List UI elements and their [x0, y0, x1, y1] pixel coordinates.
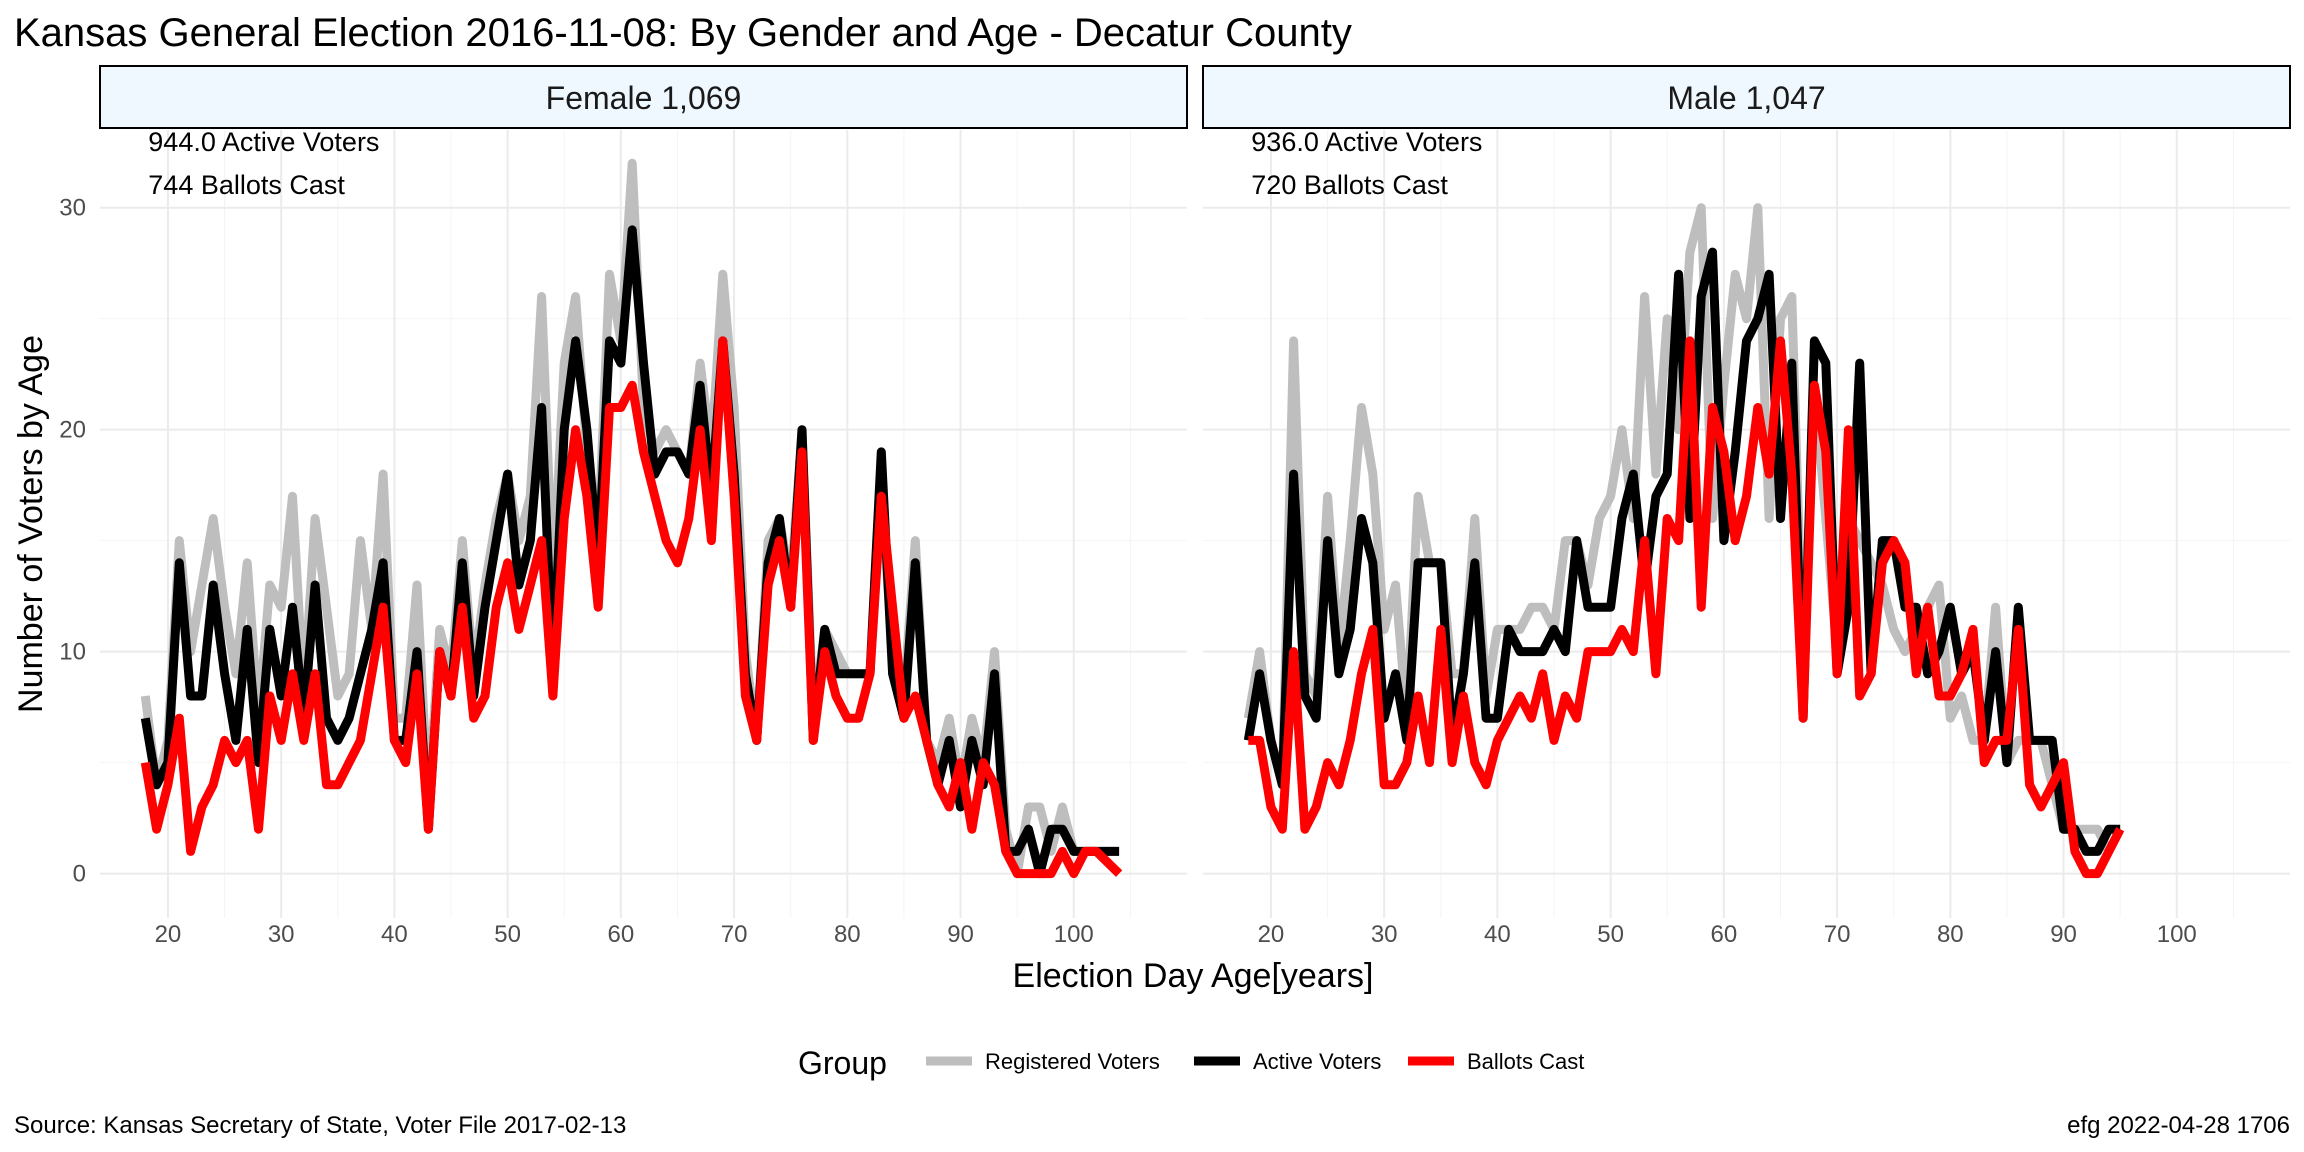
- legend: Group Registered Voters Active Voters Ball…: [798, 1045, 1584, 1081]
- series-line-ballots-cast: [140, 336, 1123, 879]
- series-line-ballots-cast: [1248, 336, 2125, 879]
- x-tick-label: 90: [2050, 921, 2077, 948]
- legend-label: Registered Voters: [985, 1049, 1160, 1074]
- y-axis-title: Number of Voters by Age: [12, 335, 50, 713]
- panels: Female 1,069 20 30 40 50 60 70 80 90 100 0 10 20 30 94…: [59, 65, 2291, 948]
- x-tick-label: 30: [1371, 921, 1398, 948]
- chart-title: Kansas General Election 2016-11-08: By G…: [14, 11, 1352, 55]
- facet-strip: [1202, 65, 2291, 129]
- panel-annotation: 944.0 Active Voters: [148, 127, 379, 157]
- facet-strip-label: Male 1,047: [1667, 80, 1825, 116]
- timestamp-caption: efg 2022-04-28 1706: [2067, 1112, 2290, 1139]
- panel-annotation: 720 Ballots Cast: [1251, 170, 1448, 200]
- panel-1: Female 1,069 20 30 40 50 60 70 80 90 100 0 10 20 30 94…: [59, 65, 1188, 948]
- x-tick-label: 20: [1258, 921, 1285, 948]
- x-tick-label: 50: [1597, 921, 1624, 948]
- panel-annotation: 936.0 Active Voters: [1251, 127, 1482, 157]
- y-tick-label: 0: [73, 861, 86, 888]
- x-tick-label: 50: [494, 921, 521, 948]
- x-tick-label: 100: [2157, 921, 2197, 948]
- x-tick-label: 90: [947, 921, 974, 948]
- panel-annotation: 744 Ballots Cast: [148, 170, 345, 200]
- panel-2: Male 1,047 20 30 40 50 60 70 80 90 100 936.0 Activ…: [1202, 65, 2291, 948]
- legend-title: Group: [798, 1045, 887, 1081]
- x-tick-label: 20: [155, 921, 182, 948]
- x-tick-label: 70: [1824, 921, 1851, 948]
- x-tick-label: 40: [1484, 921, 1511, 948]
- y-tick-label: 30: [59, 195, 86, 222]
- x-tick-label: 30: [268, 921, 295, 948]
- legend-label: Active Voters: [1253, 1049, 1381, 1074]
- x-tick-label: 80: [834, 921, 861, 948]
- x-axis-title: Election Day Age[years]: [1013, 957, 1374, 995]
- legend-label: Ballots Cast: [1467, 1049, 1584, 1074]
- x-tick-label: 60: [1711, 921, 1738, 948]
- x-tick-label: 100: [1054, 921, 1094, 948]
- facet-strip-label: Female 1,069: [546, 80, 742, 116]
- x-tick-label: 60: [608, 921, 635, 948]
- source-caption: Source: Kansas Secretary of State, Voter…: [14, 1112, 626, 1139]
- facet-strip: [99, 65, 1188, 129]
- y-tick-label: 20: [59, 417, 86, 444]
- x-tick-label: 40: [381, 921, 408, 948]
- y-tick-label: 10: [59, 639, 86, 666]
- x-tick-label: 70: [721, 921, 748, 948]
- x-tick-label: 80: [1937, 921, 1964, 948]
